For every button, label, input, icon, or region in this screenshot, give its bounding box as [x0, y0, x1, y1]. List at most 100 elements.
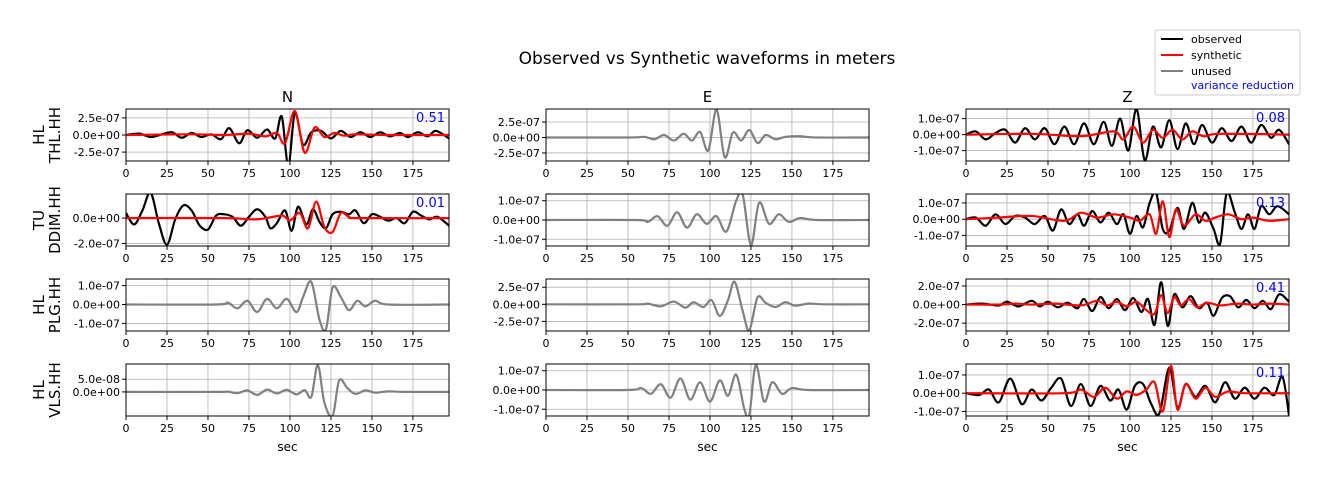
x-tick-label: 75: [1082, 252, 1096, 265]
x-tick-label: 150: [1201, 252, 1222, 265]
y-tick-label: 2.5e-07: [498, 116, 540, 129]
y-tick-label: 0.0e+00: [493, 298, 540, 311]
panel-vls-hh-z: 0 25 50 75 100 125 150 175 1.0e-07 0.0e+00 -1.0e-0…: [913, 363, 1290, 435]
y-tick-label: -2.0e-07: [74, 237, 120, 250]
x-tick-label: 150: [361, 422, 382, 435]
x-tick-label: 75: [662, 167, 676, 180]
x-tick-label: 25: [1000, 252, 1014, 265]
y-tick-label: -2.5e-07: [494, 315, 540, 328]
x-tick-label: 150: [1201, 167, 1222, 180]
y-tick-label: -1.0e-07: [494, 233, 540, 246]
station-channel-label: DDIM.HH: [46, 186, 64, 254]
x-axis-label: sec: [1117, 440, 1137, 454]
x-tick-label: 50: [1041, 167, 1055, 180]
series-unused-line: [546, 364, 869, 416]
y-tick-label: 0.0e+00: [73, 386, 120, 399]
x-tick-label: 125: [320, 167, 341, 180]
x-tick-label: 0: [123, 252, 130, 265]
y-tick-label: 2.5e-07: [498, 281, 540, 294]
x-tick-label: 100: [279, 422, 300, 435]
x-tick-label: 175: [822, 252, 843, 265]
x-tick-label: 75: [662, 422, 676, 435]
x-tick-label: 50: [621, 337, 635, 350]
axes-frame: [545, 108, 870, 162]
x-tick-label: 100: [699, 252, 720, 265]
x-tick-label: 150: [781, 337, 802, 350]
panel-ddim-hh-e: 0 25 50 75 100 125 150 175 1.0e-07 0.0e+00 -1.0e-0…: [493, 193, 870, 265]
x-tick-label: 0: [543, 422, 550, 435]
panel-vls-hh-e: 0 25 50 75 100 125 150 175 1.0e-07 0.0e+00 -1.0e-0…: [493, 363, 870, 435]
series-unused-line: [546, 109, 869, 159]
x-tick-label: 75: [242, 252, 256, 265]
x-tick-label: 50: [201, 252, 215, 265]
x-tick-label: 75: [1082, 167, 1096, 180]
x-tick-label: 50: [201, 422, 215, 435]
x-tick-label: 100: [1119, 337, 1140, 350]
y-tick-label: -1.0e-07: [914, 145, 960, 158]
x-axis-label: sec: [697, 440, 717, 454]
y-tick-label: 0.0e+00: [493, 214, 540, 227]
x-tick-label: 50: [1041, 422, 1055, 435]
x-tick-label: 0: [963, 422, 970, 435]
y-tick-label: 2.0e-07: [918, 280, 960, 293]
x-tick-label: 50: [621, 252, 635, 265]
variance-reduction-value: 0.08: [1256, 111, 1285, 126]
x-tick-label: 125: [740, 422, 761, 435]
x-tick-label: 25: [580, 167, 594, 180]
x-tick-label: 75: [1082, 337, 1096, 350]
y-tick-label: 5.0e-08: [78, 373, 120, 386]
x-tick-label: 150: [781, 252, 802, 265]
x-tick-label: 0: [543, 337, 550, 350]
x-tick-label: 25: [160, 422, 174, 435]
legend-vr-label: variance reduction: [1191, 79, 1294, 92]
x-tick-label: 25: [1000, 337, 1014, 350]
x-tick-label: 0: [963, 167, 970, 180]
panel-vls-hh-n: 0 25 50 75 100 125 150 175 5.0e-080.0e+00: [73, 363, 450, 435]
y-tick-label: 1.0e-07: [498, 195, 540, 208]
y-tick-label: 0.0e+00: [913, 387, 960, 400]
y-tick-label: 0.0e+00: [73, 212, 120, 225]
x-tick-label: 50: [621, 167, 635, 180]
axes-frame: [125, 363, 450, 417]
y-tick-label: -2.5e-07: [74, 146, 120, 159]
x-tick-label: 75: [662, 252, 676, 265]
x-tick-label: 100: [279, 337, 300, 350]
series-unused-line: [126, 280, 449, 331]
y-tick-label: -1.0e-07: [74, 317, 120, 330]
panel-ddim-hh-n: 0 25 50 75 100 125 150 175 0.0e+00 -2.0e-07 0.01: [73, 193, 450, 265]
station-channel-label: THL.HH: [46, 107, 64, 164]
y-tick-label: -1.0e-07: [494, 403, 540, 416]
station-channel-label: VLS.HH: [46, 362, 64, 417]
x-axis-label: sec: [277, 440, 297, 454]
series-synthetic-line: [966, 125, 1289, 144]
x-tick-label: 125: [320, 252, 341, 265]
x-tick-label: 125: [320, 337, 341, 350]
x-tick-label: 175: [822, 422, 843, 435]
x-tick-label: 150: [781, 422, 802, 435]
column-header-n: N: [282, 88, 293, 106]
series-synthetic-line: [126, 200, 449, 235]
y-tick-label: 0.0e+00: [913, 213, 960, 226]
axes-frame: [965, 363, 1290, 417]
x-tick-label: 25: [160, 337, 174, 350]
axes-frame: [545, 278, 870, 332]
panel-ddim-hh-z: 0 25 50 75 100 125 150 175 1.0e-07 0.0e+00 -1.0e-0…: [913, 193, 1290, 265]
column-header-e: E: [703, 88, 712, 106]
x-tick-label: 125: [320, 422, 341, 435]
x-tick-label: 75: [662, 337, 676, 350]
series-unused-line: [546, 194, 869, 246]
x-tick-label: 175: [1242, 252, 1263, 265]
column-header-z: Z: [1122, 88, 1132, 106]
x-tick-label: 175: [1242, 422, 1263, 435]
y-tick-label: 1.0e-07: [918, 113, 960, 126]
x-tick-label: 0: [543, 167, 550, 180]
panel-plg-hh-n: 0 25 50 75 100 125 150 175 1.0e-07 0.0e+00 -1.0e-0…: [73, 278, 450, 350]
x-tick-label: 150: [361, 167, 382, 180]
legend-observed-label: observed: [1191, 33, 1242, 46]
panels-grid: 0 25 50 75 100 125 150 175 2.5e-07 0.0e+00 -2.5e-0…: [30, 88, 1290, 454]
x-tick-label: 175: [1242, 337, 1263, 350]
x-tick-label: 25: [580, 252, 594, 265]
legend-synthetic-label: synthetic: [1191, 49, 1242, 62]
x-tick-label: 100: [699, 422, 720, 435]
